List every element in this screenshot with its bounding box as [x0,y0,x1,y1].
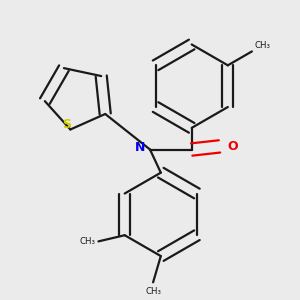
Text: O: O [227,140,238,153]
Text: S: S [62,118,71,131]
Text: N: N [135,142,146,154]
Text: CH₃: CH₃ [145,287,161,296]
Text: CH₃: CH₃ [254,41,270,50]
Text: CH₃: CH₃ [80,237,95,246]
